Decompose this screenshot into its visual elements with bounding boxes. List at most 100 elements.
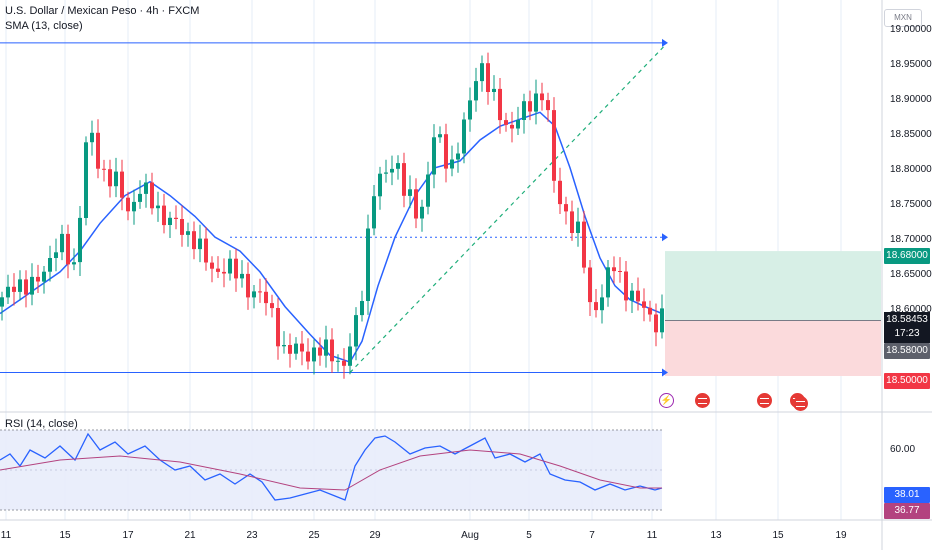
candle-body [480, 63, 484, 82]
time-label: 29 [369, 530, 381, 541]
candle-body [648, 307, 652, 315]
time-label: 21 [184, 530, 196, 541]
candle-body [234, 258, 238, 279]
price-label: 18.90000 [890, 94, 932, 105]
candle-body [642, 301, 646, 308]
candle-body [654, 314, 658, 333]
arrow-head [662, 368, 668, 377]
candle-body [528, 101, 532, 112]
candle-body [162, 205, 166, 226]
time-label: 5 [526, 530, 532, 541]
rsi-ma-badge: 36.77 [884, 503, 930, 519]
candle-body [396, 163, 400, 169]
price-label: 18.70000 [890, 234, 932, 245]
arrow-head [662, 233, 668, 242]
candle-body [204, 238, 208, 263]
candle-body [318, 347, 322, 356]
candle-body [408, 189, 412, 196]
candle-body [192, 231, 196, 250]
candle-body [42, 271, 46, 282]
candle-body [336, 360, 340, 362]
candle-body [264, 291, 268, 304]
candle-body [300, 343, 304, 352]
loss-zone [665, 320, 881, 376]
candle-body [198, 238, 202, 250]
target-price-badge: 18.68000 [884, 248, 930, 264]
time-label: 15 [59, 530, 71, 541]
us-flag-event-icon[interactable] [793, 396, 808, 411]
candle-body [48, 258, 52, 272]
time-label: 15 [772, 530, 784, 541]
candle-body [558, 180, 562, 205]
symbol-title[interactable]: U.S. Dollar / Mexican Peso · 4h · FXCM [5, 5, 200, 17]
candle-body [156, 205, 160, 209]
time-label: 19 [835, 530, 847, 541]
us-flag-event-icon[interactable] [757, 393, 772, 408]
candle-body [420, 206, 424, 219]
flash-event-icon[interactable]: ⚡ [659, 393, 674, 408]
candle-body [474, 81, 478, 101]
candle-body [126, 197, 130, 212]
candle-body [294, 343, 298, 354]
candle-body [30, 276, 34, 295]
candle-body [216, 268, 220, 272]
candle-body [444, 134, 448, 169]
candle-body [354, 315, 358, 347]
candle-body [462, 119, 466, 154]
candle-body [66, 233, 70, 265]
candle-body [150, 182, 154, 209]
candle-body [276, 308, 280, 347]
candle-body [306, 351, 310, 362]
candle-body [132, 201, 136, 212]
candle-body [540, 93, 544, 101]
time-label: 13 [710, 530, 722, 541]
candle-body [330, 339, 334, 362]
entry-price-badge: 18.58000 [884, 343, 930, 359]
candle-body [486, 63, 490, 92]
candle-body [552, 110, 556, 181]
bar-countdown: 17:23 [894, 328, 920, 339]
sma-legend[interactable]: SMA (13, close) [5, 20, 83, 32]
candle-body [240, 273, 244, 279]
rsi-line [0, 432, 663, 501]
us-flag-event-icon[interactable] [695, 393, 710, 408]
price-label: 19.00000 [890, 24, 932, 35]
candle-body [258, 291, 262, 293]
candle-body [90, 132, 94, 143]
candle-body [78, 217, 82, 263]
time-label: Aug [461, 530, 479, 541]
candle-body [636, 290, 640, 302]
candle-body [612, 267, 616, 272]
stop-price-badge: 18.50000 [884, 373, 930, 389]
candle-body [600, 297, 604, 311]
candle-body [522, 101, 526, 120]
candle-body [54, 252, 58, 258]
candle-body [588, 267, 592, 303]
time-label: 11 [646, 530, 658, 541]
candle-body [564, 204, 568, 212]
candle-body [102, 168, 106, 170]
candle-body [576, 221, 580, 233]
candle-body [438, 134, 442, 138]
candle-body [432, 137, 436, 175]
time-label: 7 [589, 530, 595, 541]
candle-body [228, 258, 232, 274]
candle-body [282, 345, 286, 347]
candle-body [510, 124, 514, 129]
rsi-legend[interactable]: RSI (14, close) [5, 418, 78, 430]
candle-body [342, 360, 346, 366]
currency-button[interactable]: MXN [884, 9, 922, 27]
candle-body [246, 273, 250, 298]
sma-line [0, 111, 663, 364]
candle-body [390, 168, 394, 173]
price-label: 18.85000 [890, 129, 932, 140]
candle-body [186, 231, 190, 235]
profit-zone [665, 251, 881, 321]
candle-body [582, 221, 586, 268]
candle-body [84, 142, 88, 218]
candle-body [18, 279, 22, 292]
candle-body [372, 196, 376, 229]
time-label: 23 [246, 530, 258, 541]
